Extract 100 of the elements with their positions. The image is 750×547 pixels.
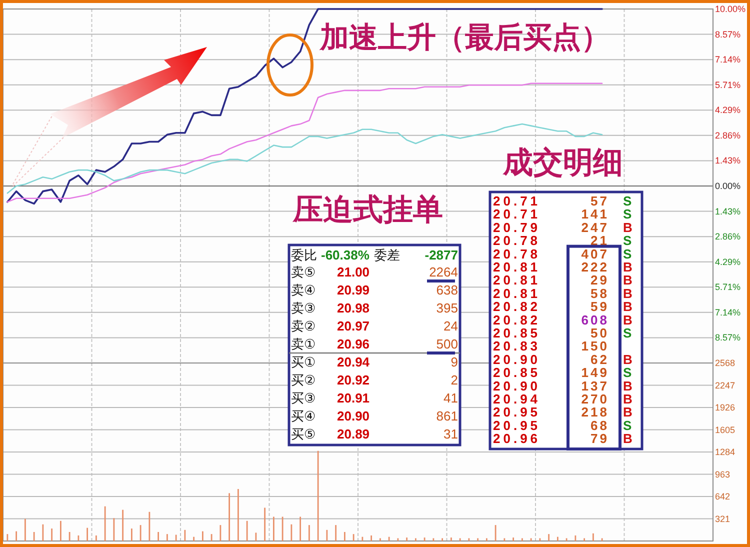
- annotation: -60.38%: [321, 248, 370, 262]
- data-label: 20.85: [493, 365, 541, 380]
- data-label: 59: [590, 299, 609, 314]
- y-tick-label: 7.14%: [715, 307, 741, 318]
- data-label: 20.94: [493, 392, 541, 406]
- category-label: B: [623, 431, 632, 446]
- y-tick-label: 642: [715, 492, 730, 502]
- data-label: 20.90: [493, 352, 541, 367]
- y-tick-label: 1.43%: [715, 156, 741, 166]
- category-label: 卖①: [291, 336, 316, 352]
- category-label: 卖②: [291, 318, 316, 334]
- category-label: B: [623, 220, 632, 235]
- text: 压迫式挂单: [292, 194, 443, 226]
- category-label: 买⑤: [291, 426, 316, 442]
- y-tick-label: 7.14%: [715, 54, 741, 65]
- annotation: 加速上升（最后买点）: [319, 22, 610, 54]
- data-label: 20.90: [493, 378, 541, 394]
- annotation: 委比: [291, 248, 317, 262]
- data-label: 137: [581, 378, 609, 394]
- data-label: 20.82: [493, 299, 541, 314]
- category-label: 卖④: [291, 282, 316, 298]
- y-tick-label: 2.86%: [715, 130, 741, 140]
- y-tick-label: 963: [715, 469, 730, 480]
- data-label: 149: [581, 365, 609, 380]
- category-label: 买①: [291, 354, 316, 370]
- category-label: B: [623, 260, 632, 274]
- category-label: S: [623, 233, 632, 248]
- category-label: B: [623, 299, 632, 314]
- y-tick-label: 1605: [715, 424, 736, 435]
- data-label: 20.99: [337, 282, 370, 298]
- data-label: 79: [590, 431, 609, 446]
- data-label: 20.79: [493, 220, 541, 235]
- data-label: 50: [590, 326, 609, 340]
- category-label: 买④: [291, 408, 316, 424]
- data-label: 407: [581, 246, 609, 262]
- data-label: 500: [436, 336, 458, 352]
- data-label: 29: [590, 272, 609, 288]
- category-label: S: [623, 326, 632, 340]
- data-label: 20.94: [337, 354, 370, 370]
- category-label: B: [623, 392, 632, 406]
- data-label: 68: [590, 418, 609, 433]
- y-tick-label: 4.29%: [715, 105, 741, 116]
- y-tick-label: 321: [715, 514, 730, 524]
- category-label: B: [623, 286, 632, 301]
- data-label: 861: [436, 408, 458, 424]
- y-tick-label: 2247: [715, 380, 736, 390]
- category-label: 买②: [291, 372, 316, 388]
- data-label: 20.96: [493, 431, 541, 446]
- data-label: 20.90: [337, 408, 370, 424]
- data-label: 20.82: [493, 312, 541, 328]
- data-label: 20.81: [493, 272, 541, 288]
- data-label: 31: [444, 426, 458, 442]
- data-label: 141: [581, 206, 609, 222]
- y-tick-label: 8.57%: [715, 29, 741, 40]
- category-label: B: [623, 404, 632, 420]
- data-label: 57: [590, 194, 609, 208]
- data-label: 20.96: [337, 336, 370, 352]
- y-tick-label: 5.71%: [715, 80, 741, 90]
- data-label: 20.97: [337, 318, 370, 334]
- data-label: 218: [581, 404, 609, 420]
- category-label: B: [623, 312, 632, 328]
- y-tick-label: 1284: [715, 447, 736, 457]
- annotation: 委差: [374, 248, 400, 262]
- data-label: 21.00: [337, 264, 370, 280]
- y-tick-label: 2.86%: [715, 232, 741, 242]
- y-tick-label: 1926: [715, 402, 736, 412]
- data-label: 20.98: [337, 300, 370, 316]
- category-label: B: [623, 272, 632, 288]
- data-label: 247: [581, 220, 609, 235]
- y-tick-label: 2568: [715, 358, 736, 368]
- data-label: 62: [590, 352, 609, 367]
- data-label: 20.81: [493, 286, 541, 301]
- data-label: 9: [450, 354, 458, 370]
- data-label: 270: [581, 392, 609, 406]
- annotation: 150: [581, 338, 609, 354]
- y-tick-label: 1.43%: [715, 206, 741, 216]
- data-label: 20.85: [493, 326, 541, 340]
- annotation: -2877: [424, 248, 458, 262]
- data-label: 41: [444, 390, 458, 406]
- category-label: B: [623, 378, 632, 394]
- data-label: 20.89: [337, 426, 370, 442]
- data-label: 20.91: [337, 390, 370, 406]
- category-label: S: [623, 206, 632, 222]
- data-label: 20.95: [493, 418, 541, 433]
- data-label: 20.71: [493, 194, 541, 208]
- data-label: 2: [450, 372, 458, 388]
- data-label: 20.92: [337, 372, 370, 388]
- y-tick-label: 8.57%: [715, 332, 741, 343]
- category-label: 买③: [291, 390, 316, 406]
- data-label: 20.95: [493, 404, 541, 420]
- y-tick-label: 4.29%: [715, 256, 741, 267]
- data-label: 2264: [429, 264, 458, 280]
- category-label: 卖③: [291, 300, 316, 316]
- category-label: B: [623, 352, 632, 367]
- data-label: 21: [590, 233, 609, 248]
- data-label: 20.78: [493, 246, 541, 262]
- data-label: 638: [436, 282, 458, 298]
- data-label: 58: [590, 286, 609, 301]
- text: 成交明细: [502, 146, 623, 180]
- category-label: S: [623, 365, 632, 380]
